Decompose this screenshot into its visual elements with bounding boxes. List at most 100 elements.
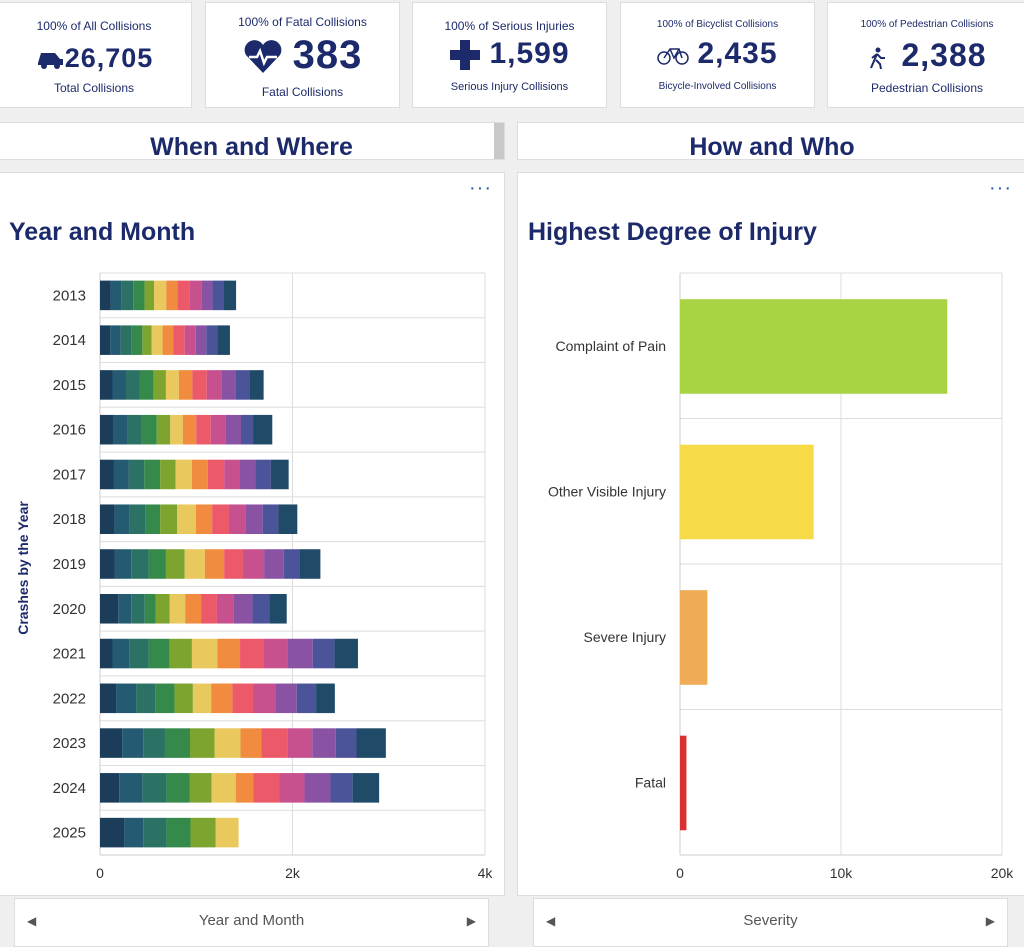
bar-segment [249,370,264,400]
bar-segment [142,325,152,355]
bar-segment [201,280,213,311]
bar-segment [211,683,233,714]
section-header: When and Where [0,122,505,160]
bar-segment [241,414,254,445]
bar [680,590,708,685]
kpi-card: 100% of Pedestrian Collisions 2,388 Pedest… [827,2,1024,108]
heart-icon [244,40,281,74]
y-axis-title: Crashes by the Year [15,501,31,635]
pedestrian-icon [870,47,886,69]
kpi-value: 2,435 [621,37,814,71]
bar-segment [124,817,144,848]
bar-segment [206,370,222,400]
prev-arrow[interactable]: ◀ [546,914,556,928]
bar-segment [100,325,111,355]
y-tick-label: 2023 [53,735,86,752]
kpi-value: 2,388 [828,37,1024,74]
bar-segment [129,504,146,535]
bar-segment [143,817,167,848]
bar-segment [191,638,218,669]
y-tick-label: 2025 [53,825,86,842]
bar-segment [100,683,117,714]
next-arrow[interactable]: ▶ [985,914,995,928]
bar-segment [352,773,380,803]
bar-segment [312,638,335,669]
kpi-bottom: Pedestrian Collisions [870,81,984,95]
y-tick-label: Other Visible Injury [548,483,666,499]
bar-segment [144,280,155,311]
bar-segment [131,549,149,579]
kpi-value: 1,599 [413,37,606,71]
section-title: How and Who [689,133,855,160]
bar-segment [131,593,145,624]
bar-segment [133,280,145,311]
bar-segment [100,773,120,803]
section-header: How and Who [517,122,1024,160]
bar-segment [131,325,143,355]
footer-bar: ◀ Year and Month ▶ [14,898,489,947]
footer-label: Severity [743,912,798,929]
bar-segment [148,638,170,669]
y-tick-label: 2019 [53,556,86,573]
bar-segment [263,638,288,669]
bar-segment [242,549,265,579]
bar-segment [278,504,298,535]
bar-segment [100,504,115,535]
bar-segment [164,728,190,758]
bar-segment [160,459,176,490]
bar-segment [233,593,253,624]
y-tick-label: 2016 [53,422,86,439]
bar-segment [100,280,111,311]
bike-icon [657,48,690,65]
bar-segment [184,325,196,355]
bar-segment [120,325,132,355]
bar-segment [253,683,276,714]
bar-segment [330,773,353,803]
bar-segment [170,414,183,445]
bar-segment [261,728,288,758]
bar-segment [119,773,143,803]
bar-segment [162,325,174,355]
y-tick-label: 2020 [53,601,86,618]
bar [680,444,814,540]
bar-segment [235,773,254,803]
bar-segment [156,414,171,445]
kpi-value: 383 [206,33,399,78]
x-tick-label: 10k [830,865,854,881]
bar-segment [166,817,191,848]
menu-button[interactable]: ··· [469,177,492,199]
menu-button[interactable]: ··· [989,177,1012,199]
bar-segment [206,325,218,355]
bar-segment [173,325,185,355]
bar-segment [169,593,186,624]
bar-segment [245,504,263,535]
kpi-value: 26,705 [0,37,191,76]
next-arrow[interactable]: ▶ [466,914,476,928]
bar-segment [100,638,113,669]
bar-segment [287,728,313,758]
kpi-card: 100% of Bicyclist Collisions 2,435 Bicycle… [620,2,815,108]
prev-arrow[interactable]: ◀ [27,914,37,928]
footer-label: Year and Month [198,912,305,929]
bar-segment [279,773,305,803]
bar-segment [100,459,114,490]
bar-segment [100,728,123,758]
bar-segment [335,728,357,758]
kpi-bottom: Fatal Collisions [261,85,344,99]
bar-segment [144,459,161,490]
x-tick-label: 4k [478,865,494,881]
y-tick-label: Fatal [635,774,666,790]
footer-bar: ◀ Severity ▶ [533,898,1008,947]
chart-title: Year and Month [9,218,195,246]
bar-segment [129,638,149,669]
bar-segment [143,728,165,758]
bar-segment [204,549,225,579]
bar-segment [110,325,121,355]
bar-segment [174,683,193,714]
bar-segment [189,728,215,758]
bar-segment [201,593,217,624]
bar-segment [207,459,225,490]
bar-segment [232,683,254,714]
bar-segment [166,773,190,803]
